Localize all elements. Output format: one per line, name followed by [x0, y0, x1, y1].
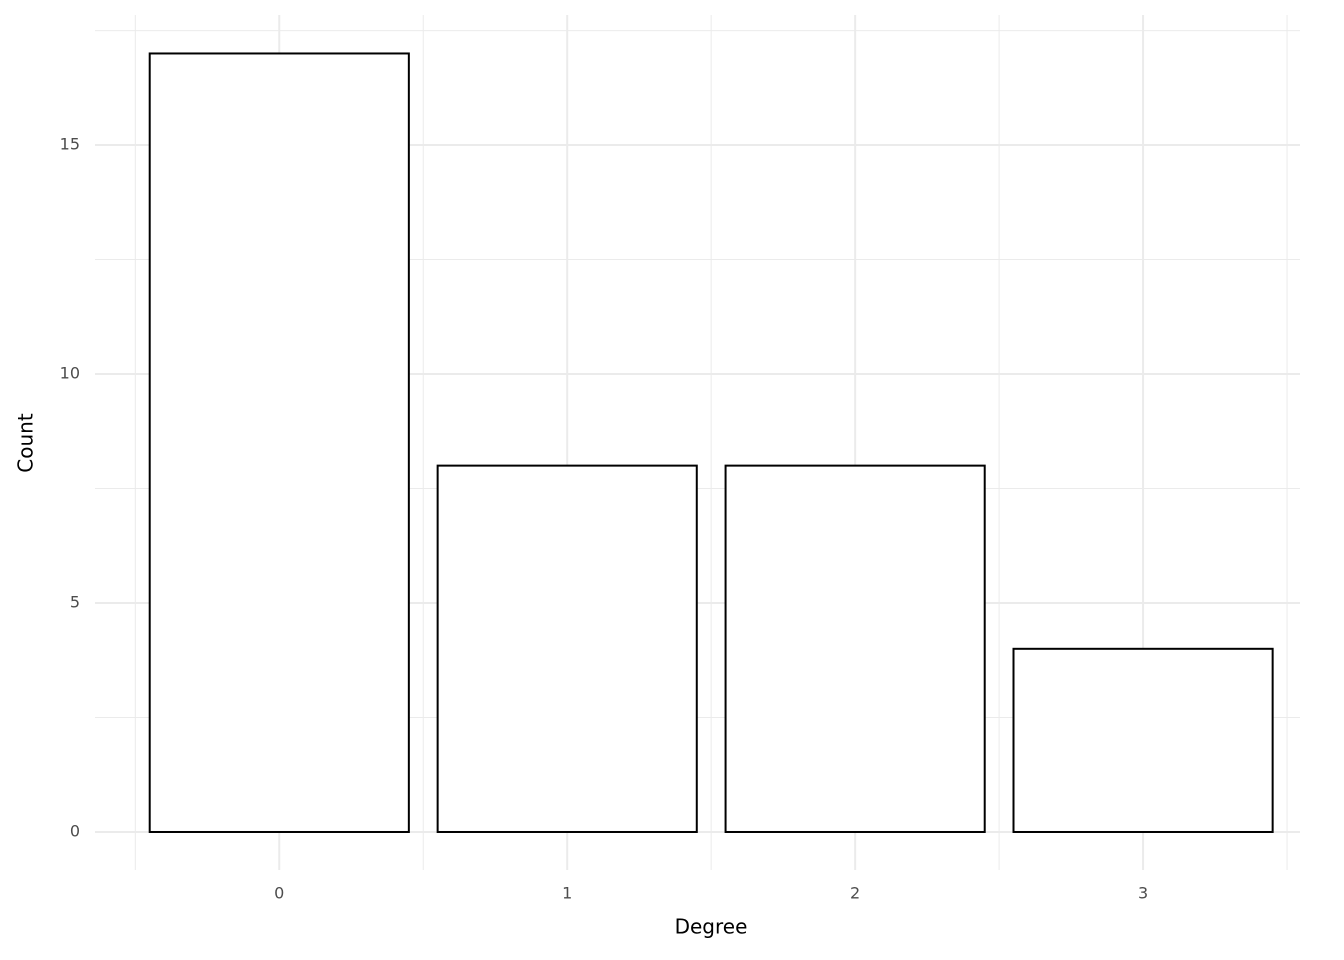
y-tick-label: 0: [70, 821, 80, 840]
bar: [724, 464, 986, 833]
x-tick-label: 0: [274, 884, 284, 903]
y-axis-title: Count: [14, 413, 38, 473]
x-tick-label: 1: [562, 884, 572, 903]
x-tick-label: 2: [850, 884, 860, 903]
bar: [1012, 647, 1274, 833]
bar: [436, 464, 698, 833]
bar: [148, 52, 410, 833]
x-tick-label: 3: [1138, 884, 1148, 903]
y-tick-label: 15: [60, 135, 80, 154]
y-tick-label: 10: [60, 364, 80, 383]
x-axis-title: Degree: [675, 915, 748, 939]
y-tick-label: 5: [70, 593, 80, 612]
